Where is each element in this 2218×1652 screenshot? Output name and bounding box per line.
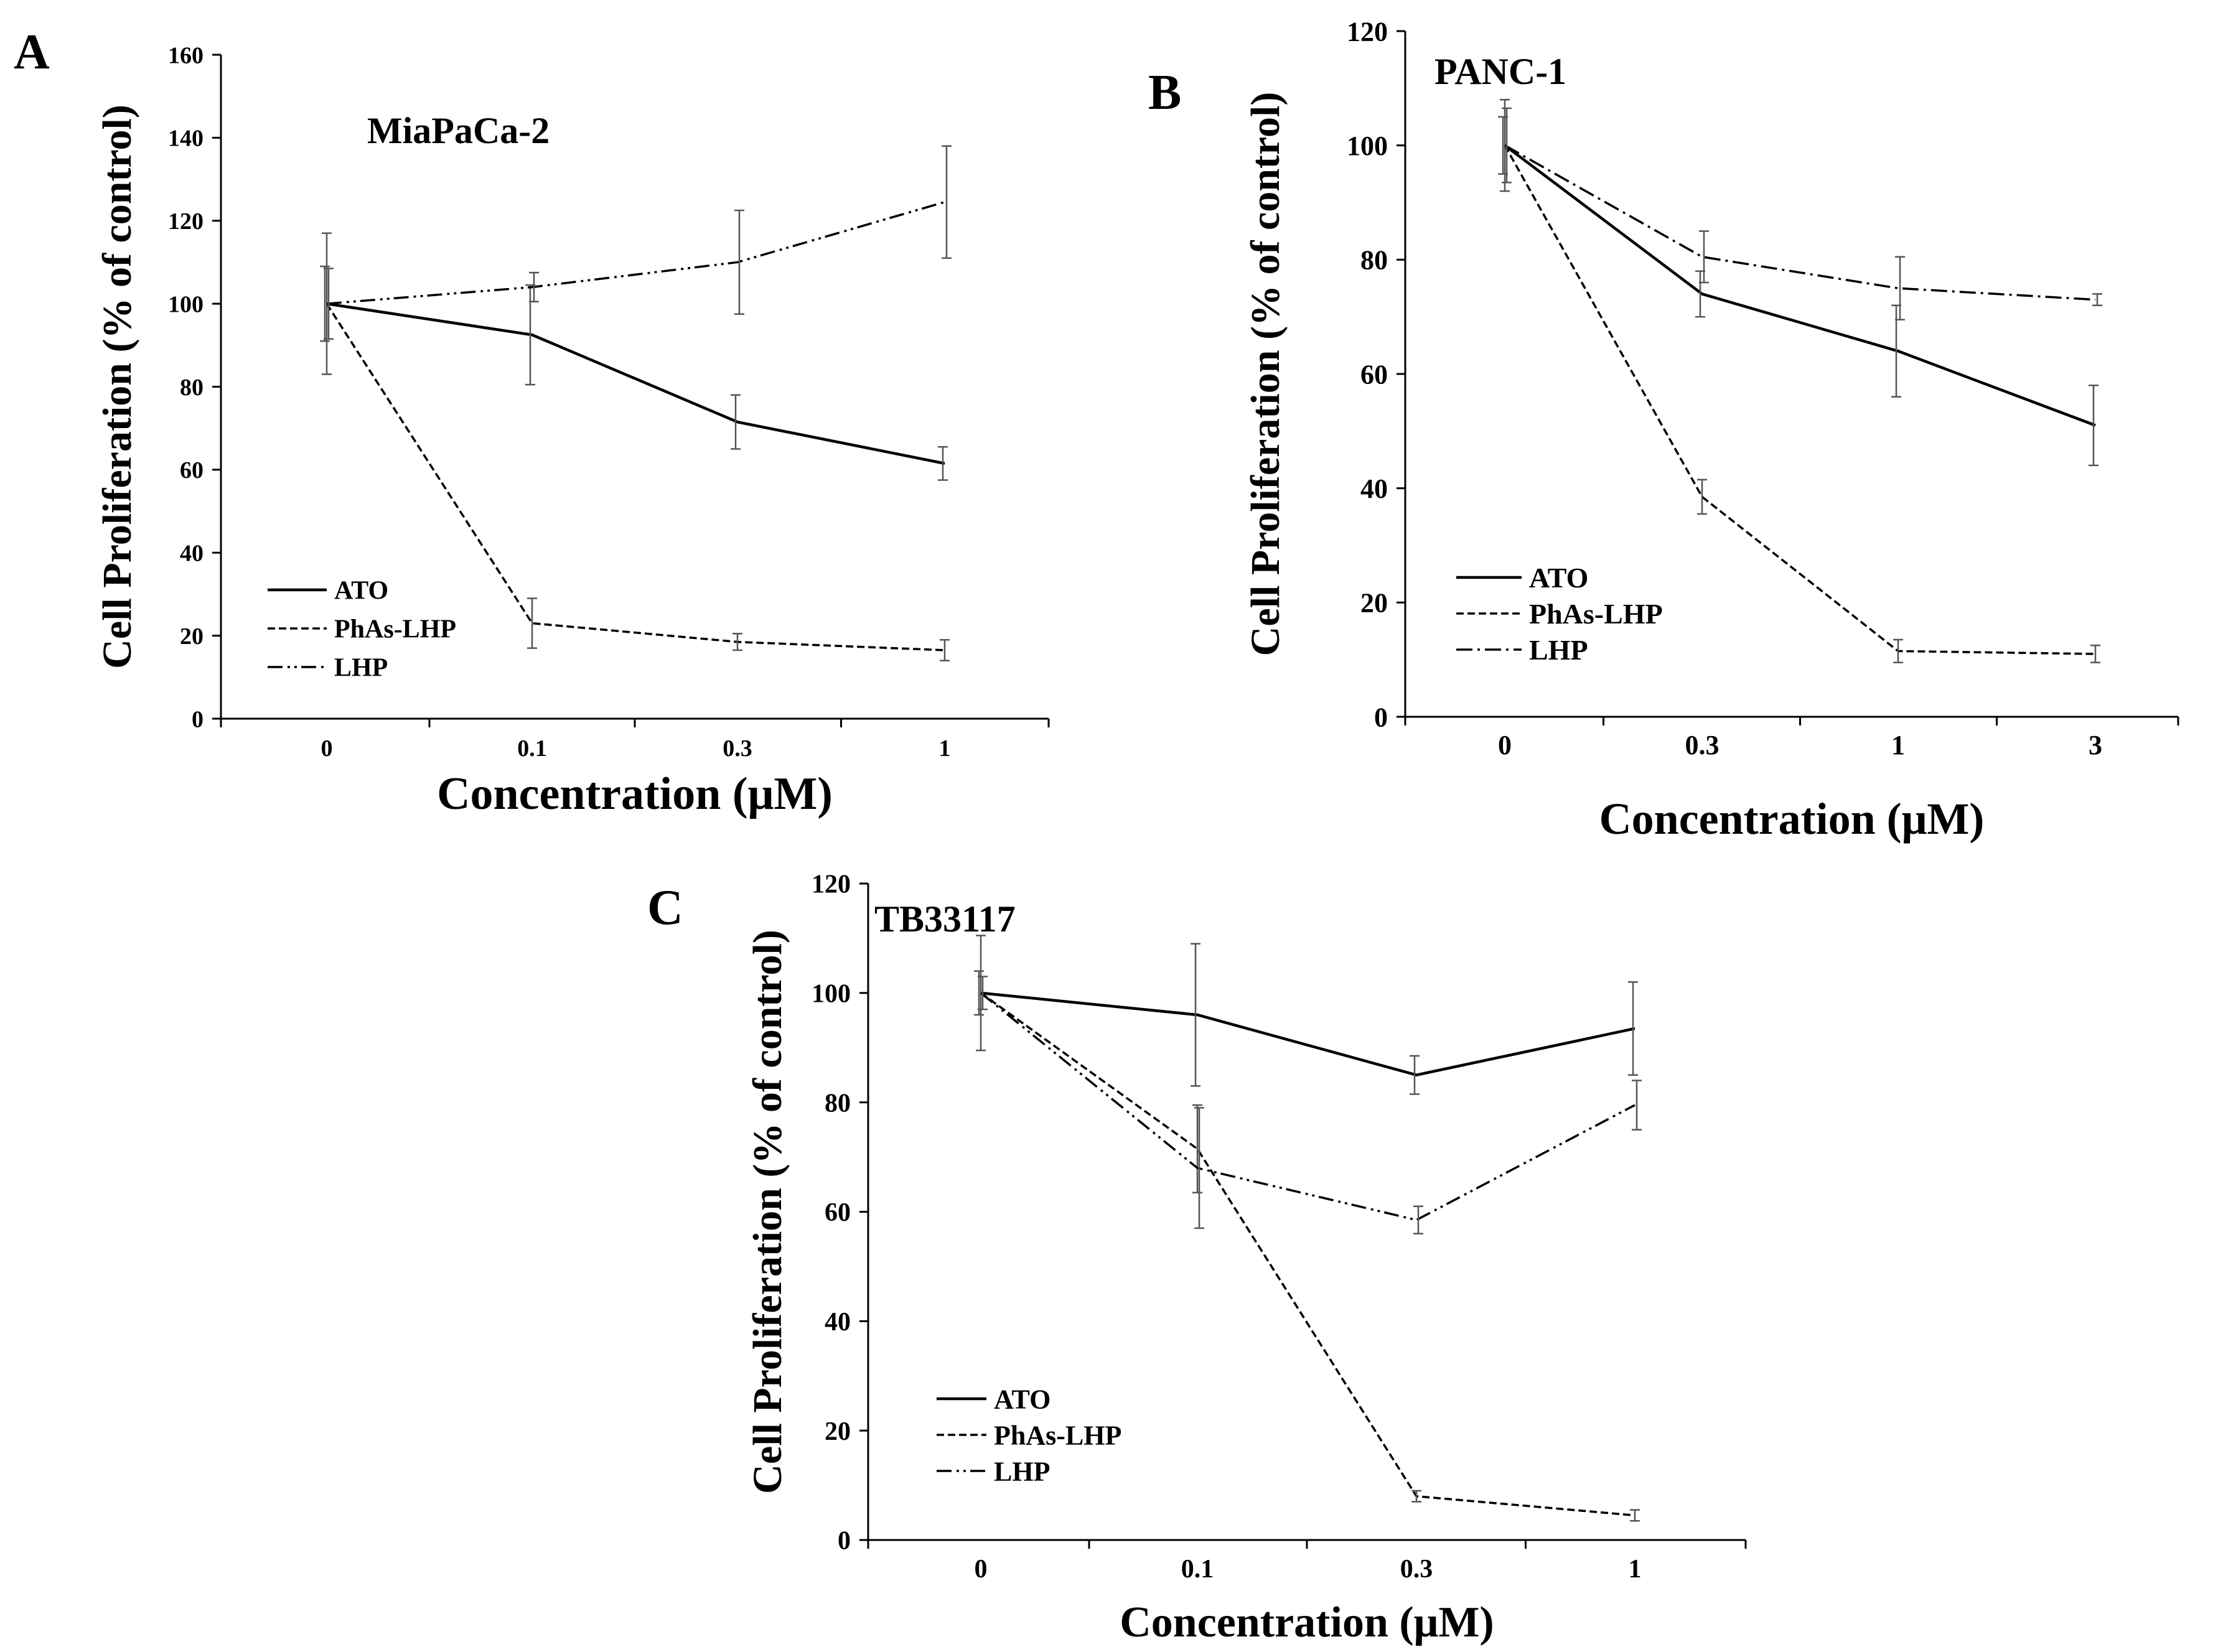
cell-line-title: TB33117 bbox=[874, 898, 1016, 940]
y-tick-label: 40 bbox=[825, 1308, 851, 1337]
x-tick-label: 0 bbox=[321, 735, 333, 762]
y-tick-label: 60 bbox=[825, 1198, 851, 1227]
series-line-ato bbox=[1504, 144, 2096, 427]
y-tick-label: 40 bbox=[1360, 474, 1388, 504]
y-tick-label: 60 bbox=[180, 457, 204, 483]
panel-letter: A bbox=[14, 25, 50, 80]
series-line-ato bbox=[980, 991, 1635, 1077]
panel-letter: B bbox=[1148, 65, 1181, 120]
x-tick-label: 0 bbox=[975, 1555, 988, 1584]
x-axis-title: Concentration (μM) bbox=[1599, 794, 1985, 844]
x-tick-label: 0.3 bbox=[1685, 730, 1720, 760]
legend-label: LHP bbox=[1529, 634, 1588, 666]
legend-label: LHP bbox=[994, 1456, 1050, 1486]
y-tick-label: 160 bbox=[168, 42, 204, 68]
x-tick-label: 1 bbox=[1891, 730, 1905, 760]
cell-line-title: PANC-1 bbox=[1434, 51, 1566, 92]
y-tick-label: 0 bbox=[192, 706, 204, 732]
y-tick-label: 0 bbox=[838, 1527, 851, 1556]
y-tick-label: 140 bbox=[168, 126, 204, 152]
legend-label: LHP bbox=[334, 654, 388, 683]
legend-label: ATO bbox=[994, 1384, 1051, 1414]
x-tick-label: 0 bbox=[1498, 730, 1512, 760]
x-axis-title: Concentration (μM) bbox=[1120, 1598, 1494, 1646]
x-tick-label: 0.1 bbox=[517, 735, 547, 762]
y-tick-label: 80 bbox=[825, 1089, 851, 1118]
x-tick-label: 1 bbox=[1629, 1555, 1642, 1584]
y-tick-label: 100 bbox=[168, 291, 204, 317]
y-tick-label: 120 bbox=[168, 208, 204, 235]
series-line-phas-lhp bbox=[325, 303, 945, 651]
x-tick-label: 0.1 bbox=[1181, 1555, 1214, 1584]
cell-line-title: MiaPaCa-2 bbox=[367, 110, 550, 151]
panel-a-chart: A MiaPaCa-2 0 20 40 60 80 100 120 140 160 0 0.1 0.3 1 C… bbox=[14, 25, 1050, 819]
series-line-lhp bbox=[1504, 144, 2096, 301]
panel-letter: C bbox=[647, 880, 683, 935]
y-tick-label: 100 bbox=[1347, 131, 1388, 161]
y-tick-label: 120 bbox=[1347, 16, 1388, 47]
y-tick-label: 120 bbox=[812, 870, 851, 899]
legend-label: PhAs-LHP bbox=[334, 615, 456, 644]
y-axis-title: Cell Proliferation (% of control) bbox=[745, 930, 790, 1494]
x-tick-label: 3 bbox=[2089, 730, 2102, 760]
series-line-phas-lhp bbox=[980, 992, 1635, 1517]
y-tick-label: 20 bbox=[180, 623, 204, 650]
legend-label: PhAs-LHP bbox=[994, 1420, 1121, 1450]
y-axis-title: Cell Proliferation (% of control) bbox=[95, 105, 140, 669]
y-axis-title: Cell Proliferation (% of control) bbox=[1243, 92, 1288, 656]
x-tick-label: 0.3 bbox=[723, 735, 752, 762]
panel-c-chart: C TB33117 0 20 40 60 80 100 120 0 0.1 0.3 1 Cell Prol… bbox=[647, 870, 1747, 1646]
y-tick-label: 0 bbox=[1374, 702, 1388, 732]
x-tick-label: 1 bbox=[939, 735, 951, 762]
legend-label: PhAs-LHP bbox=[1529, 598, 1663, 630]
panel-b-chart: B PANC-1 0 20 40 60 80 100 120 0 0.3 1 3 Cell Prolife… bbox=[1148, 16, 2179, 844]
legend-label: ATO bbox=[1529, 562, 1588, 594]
legend-label: ATO bbox=[334, 577, 388, 605]
y-tick-label: 100 bbox=[812, 980, 851, 1009]
x-axis-title: Concentration (μM) bbox=[437, 768, 833, 819]
series-line-lhp bbox=[980, 992, 1635, 1221]
y-tick-label: 80 bbox=[1360, 245, 1388, 276]
y-tick-label: 40 bbox=[180, 541, 204, 567]
y-tick-label: 20 bbox=[1360, 588, 1388, 618]
series-line-lhp bbox=[326, 201, 945, 305]
y-tick-label: 80 bbox=[180, 375, 204, 401]
series-line-ato bbox=[326, 302, 945, 465]
y-tick-label: 60 bbox=[1360, 359, 1388, 390]
series-line-phas-lhp bbox=[1504, 144, 2096, 655]
x-tick-label: 0.3 bbox=[1400, 1555, 1433, 1584]
y-tick-label: 20 bbox=[825, 1417, 851, 1446]
